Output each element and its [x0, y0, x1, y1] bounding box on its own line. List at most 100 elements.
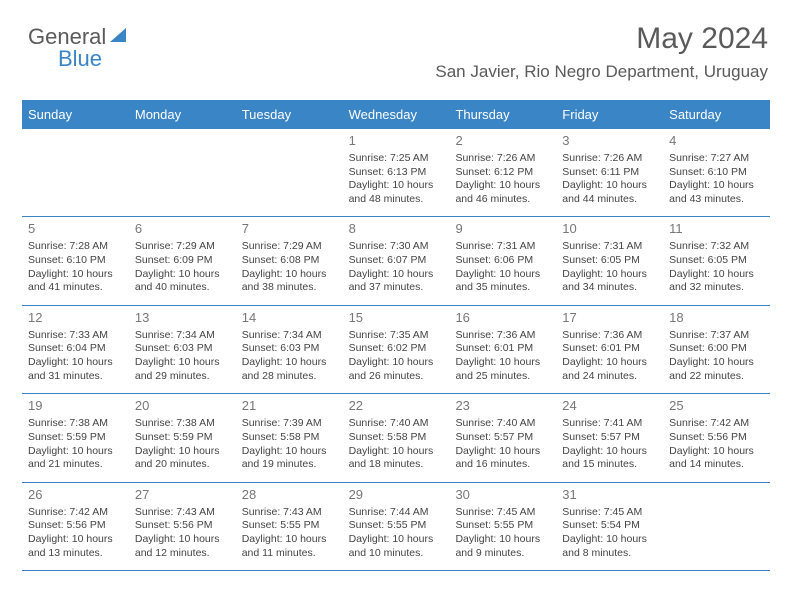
calendar-cell: 9Sunrise: 7:31 AMSunset: 6:06 PMDaylight… [449, 217, 556, 304]
cell-dl1: Daylight: 10 hours [135, 356, 230, 370]
cell-dl2: and 37 minutes. [349, 281, 444, 295]
cell-dl2: and 48 minutes. [349, 193, 444, 207]
cell-sunset: Sunset: 6:08 PM [242, 254, 337, 268]
week-row: 5Sunrise: 7:28 AMSunset: 6:10 PMDaylight… [22, 216, 770, 304]
cell-sunrise: Sunrise: 7:38 AM [135, 417, 230, 431]
cell-dl2: and 22 minutes. [669, 370, 764, 384]
calendar-cell: 26Sunrise: 7:42 AMSunset: 5:56 PMDayligh… [22, 483, 129, 570]
calendar-cell: 19Sunrise: 7:38 AMSunset: 5:59 PMDayligh… [22, 394, 129, 481]
cell-sunrise: Sunrise: 7:45 AM [562, 506, 657, 520]
cell-dl1: Daylight: 10 hours [455, 268, 550, 282]
cell-sunset: Sunset: 5:59 PM [135, 431, 230, 445]
cell-dl1: Daylight: 10 hours [349, 445, 444, 459]
day-number: 25 [669, 398, 764, 415]
cell-dl2: and 31 minutes. [28, 370, 123, 384]
cell-sunset: Sunset: 6:06 PM [455, 254, 550, 268]
calendar-cell: 24Sunrise: 7:41 AMSunset: 5:57 PMDayligh… [556, 394, 663, 481]
day-header: Friday [556, 101, 663, 128]
cell-sunset: Sunset: 5:58 PM [242, 431, 337, 445]
cell-sunset: Sunset: 6:07 PM [349, 254, 444, 268]
calendar-cell: 14Sunrise: 7:34 AMSunset: 6:03 PMDayligh… [236, 306, 343, 393]
cell-sunrise: Sunrise: 7:29 AM [242, 240, 337, 254]
calendar-cell-empty [236, 129, 343, 216]
cell-dl1: Daylight: 10 hours [669, 268, 764, 282]
cell-sunrise: Sunrise: 7:44 AM [349, 506, 444, 520]
cell-sunrise: Sunrise: 7:34 AM [135, 329, 230, 343]
calendar-cell: 15Sunrise: 7:35 AMSunset: 6:02 PMDayligh… [343, 306, 450, 393]
cell-dl2: and 41 minutes. [28, 281, 123, 295]
cell-sunrise: Sunrise: 7:28 AM [28, 240, 123, 254]
cell-dl2: and 46 minutes. [455, 193, 550, 207]
cell-dl1: Daylight: 10 hours [28, 356, 123, 370]
cell-dl2: and 26 minutes. [349, 370, 444, 384]
day-number: 31 [562, 487, 657, 504]
day-number: 17 [562, 310, 657, 327]
day-number: 13 [135, 310, 230, 327]
cell-dl1: Daylight: 10 hours [28, 533, 123, 547]
day-header: Sunday [22, 101, 129, 128]
cell-sunrise: Sunrise: 7:36 AM [562, 329, 657, 343]
cell-sunrise: Sunrise: 7:36 AM [455, 329, 550, 343]
calendar-cell: 31Sunrise: 7:45 AMSunset: 5:54 PMDayligh… [556, 483, 663, 570]
cell-dl2: and 8 minutes. [562, 547, 657, 561]
cell-dl1: Daylight: 10 hours [349, 533, 444, 547]
calendar-cell: 7 Sunrise: 7:29 AMSunset: 6:08 PMDaylight… [236, 217, 343, 304]
day-header: Saturday [663, 101, 770, 128]
day-number: 30 [455, 487, 550, 504]
cell-sunset: Sunset: 5:56 PM [28, 519, 123, 533]
day-number: 5 [28, 221, 123, 238]
cell-dl1: Daylight: 10 hours [28, 445, 123, 459]
cell-dl2: and 18 minutes. [349, 458, 444, 472]
brand-part2: Blue [58, 46, 102, 72]
day-number: 22 [349, 398, 444, 415]
day-number: 1 [349, 133, 444, 150]
calendar-cell: 10Sunrise: 7:31 AMSunset: 6:05 PMDayligh… [556, 217, 663, 304]
cell-dl2: and 40 minutes. [135, 281, 230, 295]
cell-dl1: Daylight: 10 hours [242, 268, 337, 282]
cell-dl2: and 29 minutes. [135, 370, 230, 384]
cell-sunset: Sunset: 6:12 PM [455, 166, 550, 180]
calendar-cell: 16Sunrise: 7:36 AMSunset: 6:01 PMDayligh… [449, 306, 556, 393]
cell-dl2: and 32 minutes. [669, 281, 764, 295]
cell-sunrise: Sunrise: 7:26 AM [455, 152, 550, 166]
cell-sunset: Sunset: 6:13 PM [349, 166, 444, 180]
cell-dl2: and 14 minutes. [669, 458, 764, 472]
cell-sunset: Sunset: 6:00 PM [669, 342, 764, 356]
day-number: 15 [349, 310, 444, 327]
day-number: 7 [242, 221, 337, 238]
calendar-cell: 18Sunrise: 7:37 AMSunset: 6:00 PMDayligh… [663, 306, 770, 393]
cell-dl2: and 10 minutes. [349, 547, 444, 561]
cell-dl1: Daylight: 10 hours [135, 533, 230, 547]
week-row: 26Sunrise: 7:42 AMSunset: 5:56 PMDayligh… [22, 482, 770, 571]
calendar-cell: 13Sunrise: 7:34 AMSunset: 6:03 PMDayligh… [129, 306, 236, 393]
cell-sunset: Sunset: 5:54 PM [562, 519, 657, 533]
cell-sunrise: Sunrise: 7:40 AM [349, 417, 444, 431]
cell-dl2: and 20 minutes. [135, 458, 230, 472]
day-number: 27 [135, 487, 230, 504]
cell-dl1: Daylight: 10 hours [455, 445, 550, 459]
day-number: 26 [28, 487, 123, 504]
calendar-cell: 23Sunrise: 7:40 AMSunset: 5:57 PMDayligh… [449, 394, 556, 481]
cell-dl1: Daylight: 10 hours [349, 268, 444, 282]
cell-sunset: Sunset: 5:56 PM [135, 519, 230, 533]
cell-sunrise: Sunrise: 7:26 AM [562, 152, 657, 166]
cell-dl1: Daylight: 10 hours [135, 445, 230, 459]
cell-sunrise: Sunrise: 7:31 AM [562, 240, 657, 254]
cell-dl1: Daylight: 10 hours [562, 179, 657, 193]
day-number: 2 [455, 133, 550, 150]
day-number: 28 [242, 487, 337, 504]
calendar-cell: 21Sunrise: 7:39 AMSunset: 5:58 PMDayligh… [236, 394, 343, 481]
day-number: 9 [455, 221, 550, 238]
page-title: May 2024 [636, 22, 768, 56]
cell-dl1: Daylight: 10 hours [562, 445, 657, 459]
brand-logo-line2: Blue [58, 46, 102, 72]
cell-sunrise: Sunrise: 7:43 AM [242, 506, 337, 520]
day-number: 10 [562, 221, 657, 238]
cell-sunrise: Sunrise: 7:43 AM [135, 506, 230, 520]
week-row: 19Sunrise: 7:38 AMSunset: 5:59 PMDayligh… [22, 393, 770, 481]
cell-sunset: Sunset: 5:59 PM [28, 431, 123, 445]
cell-sunset: Sunset: 5:57 PM [455, 431, 550, 445]
cell-dl2: and 24 minutes. [562, 370, 657, 384]
cell-sunrise: Sunrise: 7:37 AM [669, 329, 764, 343]
day-number: 4 [669, 133, 764, 150]
